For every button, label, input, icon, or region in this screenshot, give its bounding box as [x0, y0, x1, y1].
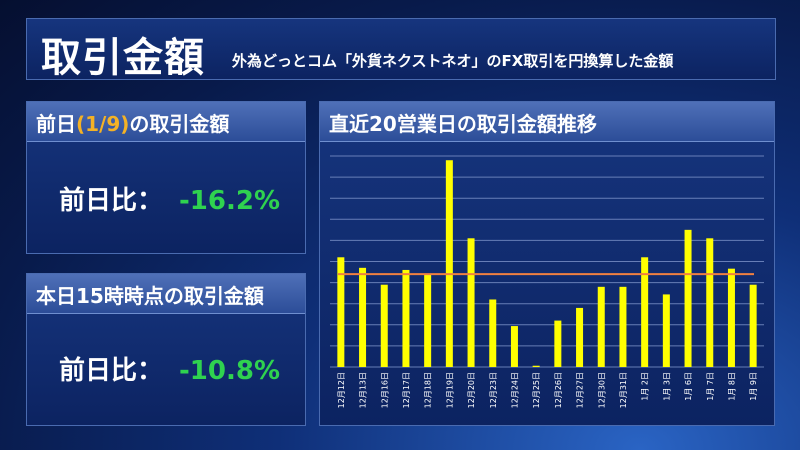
- bar: [597, 286, 605, 367]
- x-tick-label: 12月17日: [402, 372, 411, 408]
- bar: [489, 299, 497, 367]
- x-tick-label: 1月 9日: [749, 372, 758, 401]
- x-tick-label: 12月27日: [576, 372, 585, 408]
- x-tick-label: 12月18日: [424, 372, 433, 408]
- bar: [532, 365, 540, 367]
- bar: [467, 238, 475, 367]
- ratio-label: 前日比：: [59, 186, 164, 216]
- card-previous-day-header: 前日(1/9)の取引金額: [27, 102, 305, 142]
- page-title: 取引金額: [41, 35, 205, 81]
- x-tick-label: 12月12日: [337, 372, 346, 408]
- bar: [445, 160, 453, 367]
- bar: [380, 284, 388, 367]
- bar: [619, 286, 627, 367]
- x-tick-label: 1月 8日: [727, 372, 736, 401]
- bar: [576, 307, 584, 367]
- title-suffix: の取引金額: [129, 112, 230, 136]
- title-prefix: 前日: [36, 112, 76, 136]
- today-ratio: 前日比： -10.8%: [59, 350, 280, 387]
- bar: [727, 268, 735, 367]
- page-subtitle: 外為どっとコム「外貨ネクストネオ」のFX取引を円換算した金額: [232, 52, 674, 70]
- bar: [749, 284, 757, 367]
- x-tick-label: 12月16日: [380, 372, 389, 408]
- bar: [706, 238, 714, 367]
- x-tick-label: 12月26日: [554, 372, 563, 408]
- bar: [359, 267, 367, 367]
- x-tick-label: 1月 3日: [662, 372, 671, 401]
- card-today-title: 本日15時時点の取引金額: [36, 284, 264, 308]
- chart-title: 直近20営業日の取引金額推移: [329, 112, 597, 136]
- card-today: 本日15時時点の取引金額 前日比： -10.8%: [26, 273, 306, 426]
- previous-day-ratio: 前日比： -16.2%: [59, 180, 280, 217]
- x-tick-label: 12月23日: [489, 372, 498, 408]
- ratio-label: 前日比：: [59, 356, 164, 386]
- x-tick-label: 12月25日: [532, 372, 541, 408]
- x-tick-label: 12月13日: [359, 372, 368, 408]
- card-previous-day: 前日(1/9)の取引金額 前日比： -16.2%: [26, 101, 306, 254]
- ratio-value: -16.2%: [179, 186, 281, 216]
- bar: [554, 320, 562, 367]
- x-tick-label: 12月19日: [445, 372, 454, 408]
- header-panel: 取引金額 外為どっとコム「外貨ネクストネオ」のFX取引を円換算した金額: [26, 18, 776, 81]
- bar: [337, 257, 345, 367]
- ratio-value: -10.8%: [179, 356, 281, 386]
- x-tick-label: 1月 7日: [706, 372, 715, 401]
- card-previous-day-title: 前日(1/9)の取引金額: [36, 108, 229, 137]
- x-tick-label: 12月20日: [467, 372, 476, 408]
- bar: [424, 274, 432, 367]
- x-tick-label: 12月24日: [510, 372, 519, 408]
- bar-chart: 12月12日 12月13日 12月16日 12月17日 12月18日 12月19日 12月2…: [330, 155, 764, 408]
- bar: [402, 269, 410, 367]
- card-today-header: 本日15時時点の取引金額: [27, 274, 305, 314]
- x-tick-label: 12月30日: [597, 372, 606, 408]
- title-date: (1/9): [76, 112, 130, 136]
- x-tick-label: 12月31日: [619, 372, 628, 408]
- bar: [641, 257, 649, 367]
- chart-panel: 直近20営業日の取引金額推移 12月12日 12月13日 12月16日 12月17日 1…: [319, 101, 775, 426]
- bar: [510, 326, 518, 367]
- x-tick-label: 1月 6日: [684, 372, 693, 401]
- x-tick-label: 1月 2日: [641, 372, 650, 401]
- bar: [662, 294, 670, 367]
- bar: [684, 229, 692, 367]
- chart-header: 直近20営業日の取引金額推移: [320, 102, 774, 142]
